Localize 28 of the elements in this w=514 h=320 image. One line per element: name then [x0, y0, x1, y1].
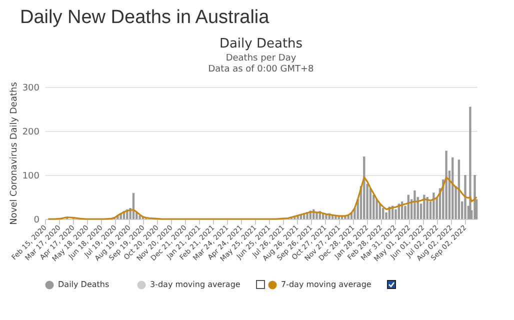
chart-subtitle: Daily Deaths: [219, 36, 303, 52]
bar: [423, 194, 426, 219]
bar: [464, 175, 466, 219]
bar: [138, 215, 141, 219]
y-tick-label: 300: [22, 84, 40, 94]
bar: [432, 192, 435, 219]
legend-label: 7-day moving average: [281, 280, 372, 289]
bar: [325, 214, 328, 219]
bar: [445, 150, 448, 219]
text: Data as of 0:00 GMT+8: [208, 64, 314, 75]
bar: [334, 216, 337, 219]
y-tick-label: 100: [22, 172, 40, 182]
text: Deaths per Day: [226, 54, 297, 64]
bar: [469, 106, 472, 219]
bar: [414, 190, 416, 219]
legend-label: 3-day moving average: [150, 280, 240, 289]
y-axis-title: Novel Coronavirus Daily Deaths: [9, 82, 20, 225]
bar: [347, 215, 350, 219]
y-tick-label: 200: [22, 128, 40, 138]
y-tick-label: 0: [34, 216, 40, 226]
bar: [426, 197, 428, 219]
bar: [382, 208, 384, 219]
legend-label: Daily Deaths: [58, 280, 110, 289]
chart-title: Daily New Deaths in Australia: [19, 6, 270, 30]
bar: [474, 175, 476, 219]
bar: [376, 199, 378, 219]
bar: [344, 216, 346, 219]
bar: [316, 212, 318, 219]
